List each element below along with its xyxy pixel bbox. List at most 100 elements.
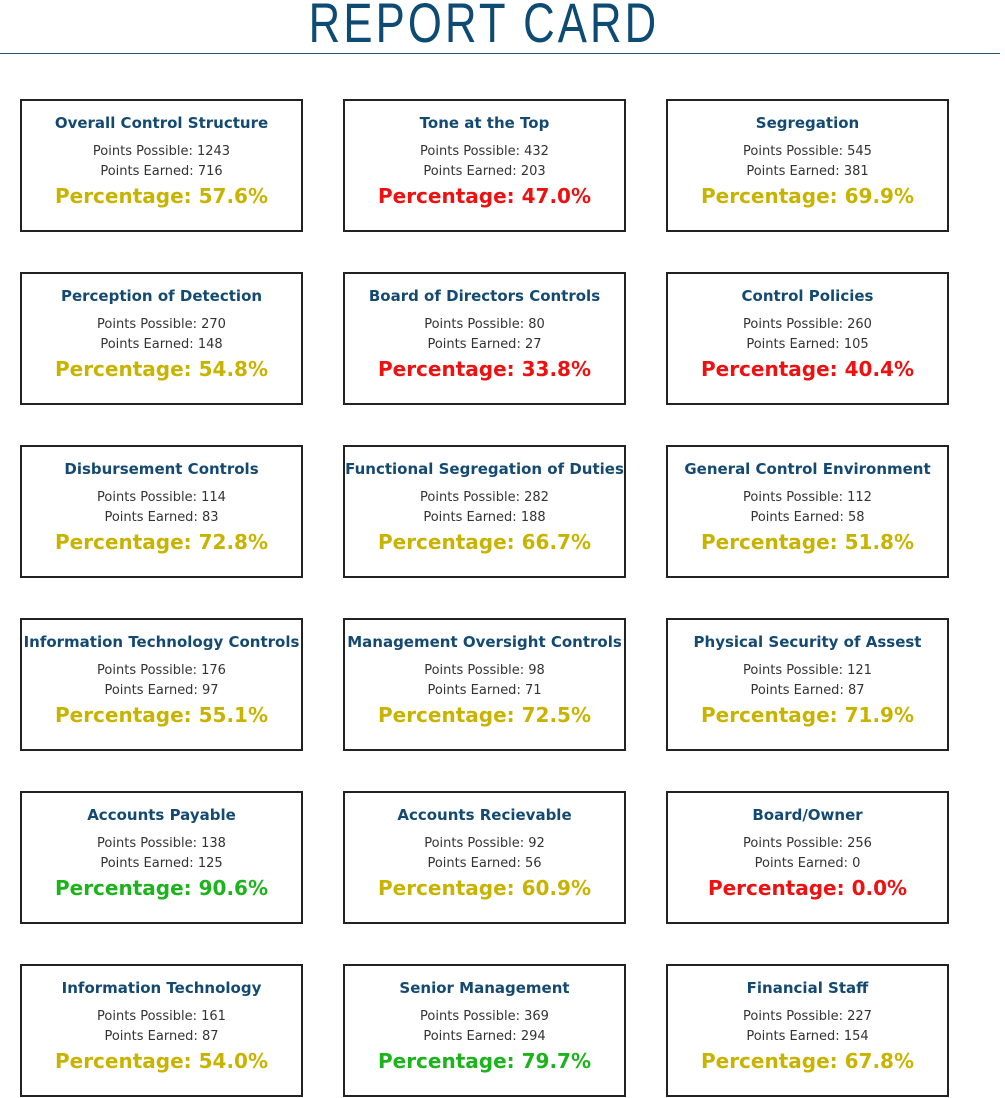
points-possible-label: Points Possible: [743,317,843,332]
percentage-label: Percentage: [700,184,838,208]
points-earned-label: Points Earned: [423,164,517,179]
points-earned-value: 87 [201,1029,219,1044]
points-earned: Points Earned: 105 [668,335,947,355]
points-possible-label: Points Possible: [424,836,525,851]
percentage-value: 72.8% [198,530,269,554]
points-possible: Points Possible: 282 [345,488,624,508]
points-earned-value: 87 [847,683,865,698]
points-possible-value: 80 [528,317,545,332]
percentage-value: 90.6% [198,876,269,900]
points-possible-label: Points Possible: [743,1009,843,1024]
points-possible-label: Points Possible: [97,663,197,678]
percentage-label: Percentage: [377,876,515,900]
score-card: Control Policies Points Possible: 260 Po… [666,272,949,405]
percentage-label: Percentage: [700,357,838,381]
points-earned-value: 381 [843,164,869,179]
points-possible-value: 112 [847,490,872,505]
points-possible-value: 1243 [196,144,231,159]
points-possible-value: 545 [847,144,872,159]
points-possible: Points Possible: 98 [345,661,624,681]
page-header: REPORT CARD [0,0,1000,54]
card-title: Board/Owner [752,806,863,824]
percentage-label: Percentage: [700,1049,838,1073]
points-earned: Points Earned: 71 [345,681,624,701]
points-possible-value: 260 [847,317,872,332]
points-possible-value: 256 [847,836,872,851]
score-card: Overall Control Structure Points Possibl… [20,99,303,232]
percentage-value: 69.9% [844,184,915,208]
card-title: Functional Segregation of Duties [345,460,624,478]
points-earned-value: 105 [843,337,869,352]
points-earned-label: Points Earned: [750,510,844,525]
card-title: Senior Management [399,979,570,997]
card-title: Information Technology Controls [23,633,300,651]
points-earned-label: Points Earned: [104,683,198,698]
percentage: Percentage: 0.0% [668,875,947,901]
card-title: Segregation [755,114,860,132]
percentage: Percentage: 47.0% [345,183,624,209]
points-possible: Points Possible: 138 [22,834,301,854]
points-possible: Points Possible: 260 [668,315,947,335]
points-possible-label: Points Possible: [424,663,525,678]
points-possible-value: 270 [201,317,226,332]
percentage-value: 79.7% [521,1049,592,1073]
percentage-label: Percentage: [377,357,515,381]
points-earned-value: 188 [520,510,546,525]
card-title: Overall Control Structure [54,114,269,132]
percentage-value: 66.7% [521,530,592,554]
percentage-label: Percentage: [54,530,192,554]
points-possible-value: 92 [528,836,545,851]
percentage-value: 33.8% [521,357,592,381]
points-earned: Points Earned: 381 [668,162,947,182]
points-earned-label: Points Earned: [746,1029,840,1044]
card-title: Board of Directors Controls [368,287,601,305]
score-card: Management Oversight Controls Points Pos… [343,618,626,751]
points-possible: Points Possible: 270 [22,315,301,335]
percentage: Percentage: 72.5% [345,702,624,728]
points-earned: Points Earned: 87 [668,681,947,701]
points-earned: Points Earned: 154 [668,1027,947,1047]
points-possible: Points Possible: 121 [668,661,947,681]
points-earned-label: Points Earned: [100,164,194,179]
percentage: Percentage: 54.8% [22,356,301,382]
points-possible-value: 114 [201,490,226,505]
score-card: Senior Management Points Possible: 369 P… [343,964,626,1097]
points-possible: Points Possible: 161 [22,1007,301,1027]
percentage: Percentage: 67.8% [668,1048,947,1074]
percentage-value: 55.1% [198,703,269,727]
points-earned-value: 0 [852,856,861,871]
percentage: Percentage: 54.0% [22,1048,301,1074]
score-card: Disbursement Controls Points Possible: 1… [20,445,303,578]
card-title: General Control Environment [684,460,931,478]
card-title: Tone at the Top [419,114,550,132]
card-title: Disbursement Controls [64,460,259,478]
percentage-value: 47.0% [521,184,592,208]
percentage-value: 0.0% [851,876,908,900]
score-card: Segregation Points Possible: 545 Points … [666,99,949,232]
points-earned-label: Points Earned: [104,510,198,525]
points-earned-value: 203 [520,164,546,179]
score-card: Perception of Detection Points Possible:… [20,272,303,405]
points-possible: Points Possible: 256 [668,834,947,854]
points-earned-label: Points Earned: [746,164,840,179]
points-earned-value: 125 [197,856,223,871]
report-card-grid: Overall Control Structure Points Possibl… [20,99,949,1097]
points-possible-value: 138 [201,836,226,851]
points-earned: Points Earned: 58 [668,508,947,528]
points-possible-value: 176 [201,663,226,678]
card-title: Control Policies [741,287,874,305]
points-possible-label: Points Possible: [92,144,193,159]
points-possible: Points Possible: 112 [668,488,947,508]
percentage: Percentage: 79.7% [345,1048,624,1074]
points-earned: Points Earned: 294 [345,1027,624,1047]
points-earned: Points Earned: 0 [668,854,947,874]
points-earned: Points Earned: 27 [345,335,624,355]
score-card: Board of Directors Controls Points Possi… [343,272,626,405]
percentage-value: 51.8% [844,530,915,554]
percentage-label: Percentage: [54,357,192,381]
points-earned: Points Earned: 716 [22,162,301,182]
points-possible-value: 161 [201,1009,226,1024]
percentage-label: Percentage: [700,530,838,554]
percentage-label: Percentage: [54,876,192,900]
points-earned-value: 83 [201,510,219,525]
